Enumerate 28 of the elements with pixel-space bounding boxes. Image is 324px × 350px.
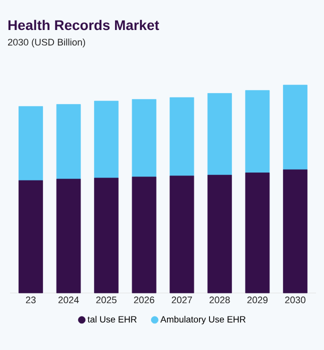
x-tick-label: 2030 — [285, 296, 306, 304]
bar — [170, 176, 194, 294]
chart-title: Health Records Market — [8, 20, 160, 30]
x-tick-label: 2026 — [134, 296, 154, 304]
x-tick-label: 2025 — [96, 296, 117, 304]
bar — [132, 176, 156, 294]
bar — [56, 178, 81, 294]
chart-subtitle: 2030 (USD Billion) — [8, 38, 86, 48]
x-tick-label: 2024 — [58, 296, 79, 304]
bar — [207, 174, 232, 294]
bar — [18, 180, 43, 294]
bar — [94, 100, 119, 178]
bar — [132, 99, 156, 178]
x-tick-label: 2027 — [172, 296, 192, 304]
bar — [170, 97, 194, 176]
bar — [283, 84, 308, 170]
bar — [18, 106, 43, 181]
x-tick-label: 2028 — [210, 296, 230, 304]
bar — [94, 178, 119, 294]
x-tick-label: 2029 — [247, 296, 268, 304]
bar — [245, 172, 270, 294]
legend-label: tal Use EHR — [88, 316, 137, 323]
bar — [207, 93, 232, 176]
legend-label: Ambulatory Use EHR — [160, 316, 246, 324]
bar — [56, 104, 81, 180]
bar — [245, 90, 270, 173]
x-tick-label: 23 — [26, 296, 36, 304]
bar — [283, 169, 308, 294]
